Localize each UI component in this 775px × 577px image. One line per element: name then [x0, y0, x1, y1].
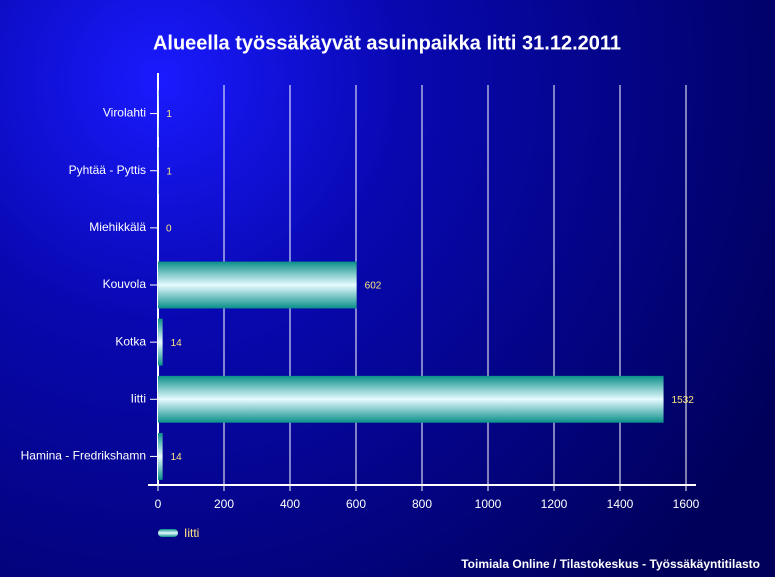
bar [158, 375, 664, 423]
x-tick-label: 600 [346, 497, 366, 511]
y-tick-label: Miehikkälä [89, 220, 146, 234]
value-label: 0 [166, 223, 172, 234]
value-label: 1 [166, 109, 172, 120]
x-tick-label: 400 [280, 497, 300, 511]
value-label: 1532 [672, 395, 695, 406]
legend-label: Iitti [184, 526, 199, 540]
source: Toimiala Online / Tilastokeskus - Työssä… [461, 557, 760, 571]
value-label: 602 [365, 281, 382, 292]
x-tick-label: 0 [155, 497, 162, 511]
value-label: 14 [171, 452, 183, 463]
y-tick-label: Iitti [131, 391, 146, 405]
x-tick-label: 1200 [541, 497, 568, 511]
bar [158, 433, 163, 480]
y-tick-label: Virolahti [103, 106, 146, 120]
x-tick-label: 1600 [673, 497, 700, 511]
x-tick-label: 1000 [475, 497, 502, 511]
y-tick-label: Hamina - Fredrikshamn [21, 449, 146, 463]
value-label: 1 [166, 166, 172, 177]
x-tick-label: 800 [412, 497, 432, 511]
bar [158, 318, 163, 366]
bar [158, 261, 357, 309]
y-tick-label: Pyhtää - Pyttis [69, 163, 146, 177]
x-tick-label: 1400 [607, 497, 634, 511]
y-tick-label: Kotka [115, 334, 146, 348]
chart-title: Alueella työssäkäyvät asuinpaikka Iitti … [153, 32, 621, 54]
y-tick-label: Kouvola [103, 277, 147, 291]
value-label: 14 [171, 338, 183, 349]
x-tick-label: 200 [214, 497, 234, 511]
legend-swatch [158, 529, 178, 537]
